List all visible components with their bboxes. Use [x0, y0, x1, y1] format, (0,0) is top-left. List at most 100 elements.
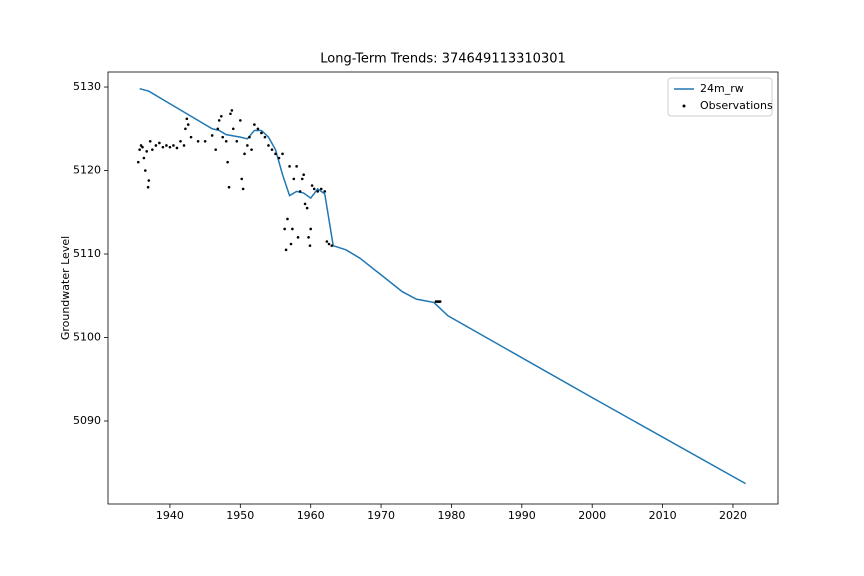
observation-point: [292, 177, 296, 181]
y-tick-label: 5110: [73, 247, 101, 260]
observation-point: [141, 145, 144, 149]
x-tick-label: 1960: [297, 509, 325, 522]
observation-point: [316, 190, 320, 193]
x-tick-label: 1940: [156, 509, 184, 522]
observation-point: [295, 165, 298, 168]
observation-point: [310, 184, 314, 187]
observation-point: [230, 109, 234, 112]
observation-point: [303, 202, 307, 206]
observation-point: [281, 152, 284, 156]
observation-point: [267, 144, 270, 147]
observation-point: [309, 227, 312, 231]
observation-point: [325, 240, 329, 243]
observation-point: [239, 119, 242, 122]
observation-point: [263, 135, 267, 139]
observation-point: [270, 148, 274, 151]
observation-point: [284, 248, 288, 252]
x-tick-label: 1970: [367, 509, 395, 522]
observation-point: [302, 173, 305, 176]
observation-point: [229, 112, 232, 116]
observation-point: [323, 190, 327, 193]
observation-point: [312, 187, 316, 191]
observation-point: [182, 144, 186, 147]
observation-point: [296, 236, 300, 239]
observation-point: [274, 152, 277, 156]
observation-point: [253, 123, 256, 126]
observation-point: [291, 227, 294, 231]
observation-point: [235, 140, 239, 143]
legend-label: Observations: [700, 99, 773, 112]
observation-point: [210, 134, 214, 137]
observation-point: [330, 244, 334, 247]
observation-point: [203, 140, 207, 143]
observation-point: [148, 140, 152, 143]
observation-point: [136, 160, 140, 164]
observation-point: [289, 242, 293, 246]
observation-point: [189, 135, 193, 139]
observation-point: [438, 300, 442, 303]
observation-point: [196, 140, 200, 143]
legend-swatch: [682, 104, 686, 108]
observation-point: [214, 148, 217, 151]
observation-point: [286, 217, 289, 221]
observation-point: [179, 140, 182, 143]
observation-point: [248, 135, 251, 139]
observation-point: [240, 177, 244, 181]
observation-point: [216, 127, 220, 131]
observation-point: [250, 148, 253, 151]
y-tick-label: 5100: [73, 331, 101, 344]
observation-point: [224, 140, 228, 143]
observation-point: [288, 165, 291, 168]
x-tick-label: 2000: [578, 509, 606, 522]
y-axis-label: Groundwater Level: [59, 236, 72, 340]
plot-frame: [107, 71, 779, 505]
observation-point: [172, 144, 175, 147]
legend-label: 24m_rw: [700, 82, 744, 95]
observation-point: [151, 148, 154, 151]
observation-point: [319, 187, 323, 191]
observation-point: [246, 144, 249, 147]
x-tick-label: 1980: [437, 509, 465, 522]
x-tick-label: 2010: [649, 509, 677, 522]
observation-point: [185, 117, 189, 121]
observation-point: [158, 141, 161, 145]
observation-point: [154, 144, 158, 147]
observation-point: [226, 160, 229, 164]
y-tick-label: 5130: [73, 80, 101, 93]
observation-point: [186, 123, 190, 126]
x-tick-label: 1950: [226, 509, 254, 522]
x-tick-label: 2020: [719, 509, 747, 522]
observation-point: [142, 156, 146, 160]
observation-point: [298, 190, 302, 193]
observation-point: [241, 187, 245, 191]
observation-point: [260, 131, 263, 135]
legend-box: [667, 77, 773, 117]
observation-point: [243, 152, 246, 156]
observation-point: [305, 206, 309, 210]
observation-point: [327, 242, 331, 246]
y-tick-label: 5120: [73, 164, 101, 177]
observation-point: [147, 179, 151, 182]
observation-point: [300, 177, 304, 181]
observation-point: [145, 150, 149, 153]
observation-point: [277, 156, 281, 160]
observation-point: [307, 236, 310, 239]
observation-point: [184, 127, 187, 131]
chart-title: Long-Term Trends: 374649113310301: [320, 52, 566, 67]
observation-point: [165, 144, 168, 147]
observation-point: [168, 145, 172, 149]
x-tick-label: 1990: [508, 509, 536, 522]
observation-point: [220, 114, 223, 118]
observation-point: [227, 185, 231, 189]
observation-point: [308, 244, 312, 247]
y-tick-label: 5090: [73, 414, 101, 427]
observation-point: [138, 148, 141, 151]
observation-point: [146, 185, 150, 189]
observation-point: [144, 169, 147, 172]
observation-point: [221, 135, 225, 139]
observation-point: [283, 227, 286, 231]
observation-point: [256, 127, 260, 131]
observation-point: [231, 127, 235, 131]
observation-point: [217, 119, 221, 122]
